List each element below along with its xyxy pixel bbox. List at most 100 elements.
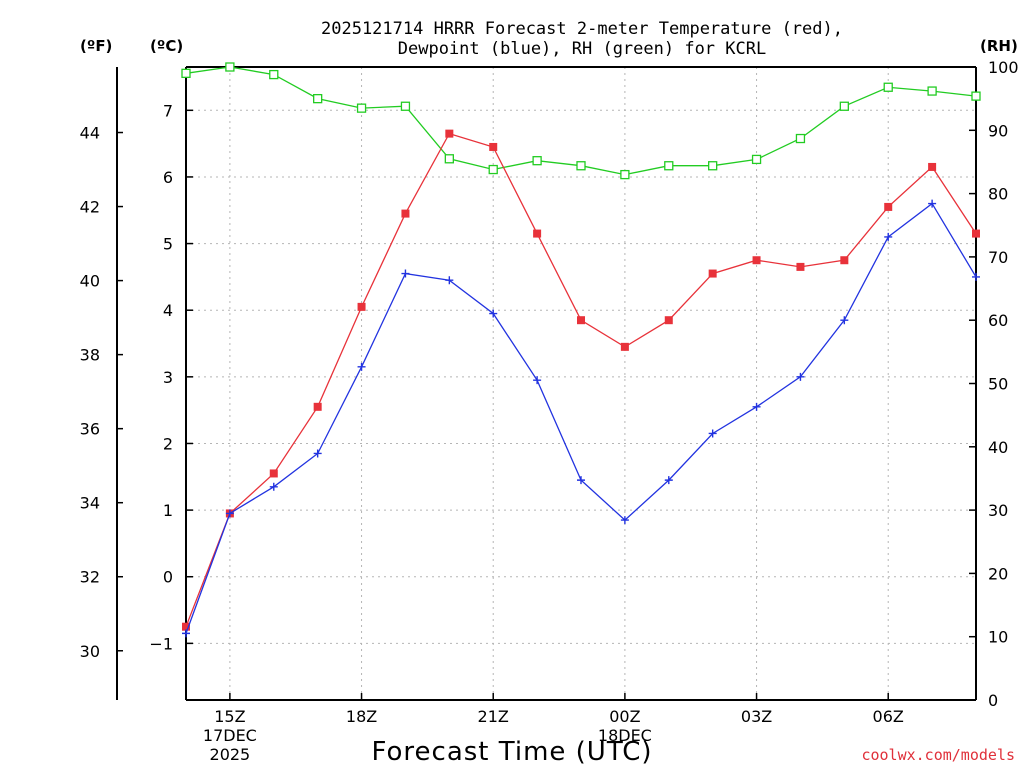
temperature-point (840, 256, 849, 265)
rh-point (795, 133, 806, 144)
rh-point (751, 154, 762, 165)
rh-tick-label: 20 (988, 564, 1008, 583)
temperature-point (884, 202, 893, 211)
temperature-point (752, 256, 761, 265)
rh-tick-label: 0 (988, 691, 998, 710)
dewpoint-point (708, 429, 717, 438)
rh-point (400, 101, 411, 111)
dewpoint-point (664, 476, 673, 485)
c-tick-label: −1 (149, 634, 173, 653)
c-tick-label: 5 (163, 235, 173, 254)
c-tick-label: 0 (163, 568, 173, 587)
temperature-point (313, 402, 322, 411)
axes (116, 66, 977, 701)
tick-labels: 3032343638404244−10123456701020304050607… (80, 58, 1019, 764)
f-tick-label: 32 (80, 568, 100, 587)
dewpoint-point (225, 509, 234, 518)
f-tick-label: 40 (80, 272, 100, 291)
rh-point (839, 101, 849, 111)
dewpoint-point (445, 276, 454, 285)
temperature-point (796, 262, 805, 271)
dewpoint-point (313, 449, 322, 458)
x-tick-label: 15Z (214, 707, 245, 726)
dewpoint-point (972, 272, 980, 281)
rh-tick-label: 80 (988, 185, 1008, 204)
x-tick-label: 06Z (873, 707, 904, 726)
c-tick-label: 7 (163, 101, 173, 120)
rh-tick-label: 90 (988, 121, 1008, 140)
rh-tick-label: 60 (988, 311, 1008, 330)
dewpoint-point (357, 362, 366, 371)
temperature-point (928, 162, 937, 171)
temperature-point (972, 229, 980, 238)
chart-title-line2: Dewpoint (blue), RH (green) for KCRL (398, 39, 766, 59)
temperature-point (708, 269, 717, 278)
credit-text: coolwx.com/models (861, 746, 1015, 764)
data-series (181, 62, 981, 638)
rh-point (883, 82, 893, 92)
rh-point (620, 169, 630, 180)
f-tick-label: 36 (80, 420, 100, 439)
x-tick-label: 03Z (741, 707, 772, 726)
x-date-label: 18DEC (598, 726, 652, 745)
dewpoint-point (752, 402, 761, 411)
rh-line (185, 66, 977, 176)
temperature-point (357, 302, 366, 311)
temperature-point (489, 142, 498, 151)
rh-point (664, 161, 674, 171)
f-tick-label: 44 (80, 124, 100, 143)
temperature-point (620, 342, 629, 351)
rh-point (488, 164, 498, 175)
temperature-point (445, 129, 454, 138)
x-date-label: 17DEC (203, 726, 257, 745)
rh-point (181, 68, 191, 78)
dewpoint-point (401, 269, 410, 278)
f-tick-label: 42 (80, 198, 100, 217)
c-tick-label: 3 (163, 368, 173, 387)
c-tick-label: 1 (163, 501, 173, 520)
rh-point (313, 94, 323, 104)
fahrenheit-unit-label: (ºF) (80, 37, 112, 55)
rh-point (444, 154, 454, 164)
f-tick-label: 34 (80, 494, 100, 513)
c-tick-label: 4 (163, 301, 173, 320)
rh-point (927, 86, 937, 96)
dewpoint-line (185, 202, 977, 634)
temperature-line (185, 132, 977, 627)
rh-point (225, 62, 235, 72)
rh-point (576, 161, 586, 171)
f-tick-label: 38 (80, 346, 100, 365)
dewpoint-point (796, 372, 805, 381)
x-year-label: 2025 (210, 745, 251, 764)
dewpoint-point (533, 376, 542, 385)
temperature-point (269, 469, 278, 478)
c-tick-label: 6 (163, 168, 173, 187)
rh-tick-label: 10 (988, 628, 1008, 647)
dewpoint-point (840, 316, 849, 325)
chart-title-line1: 2025121714 HRRR Forecast 2-meter Tempera… (321, 19, 843, 39)
dewpoint-point (577, 476, 585, 485)
c-tick-label: 2 (163, 434, 173, 453)
dewpoint-point (182, 629, 190, 638)
dewpoint-point (928, 199, 937, 208)
f-tick-label: 30 (80, 642, 100, 661)
x-tick-label: 18Z (346, 707, 377, 726)
rh-tick-label: 100 (988, 58, 1019, 77)
rh-tick-label: 70 (988, 248, 1008, 267)
temperature-point (533, 229, 542, 238)
dewpoint-point (269, 482, 278, 491)
x-axis-label: Forecast Time (UTC) (371, 737, 652, 767)
x-tick-label: 00Z (609, 707, 640, 726)
dewpoint-point (620, 516, 629, 525)
rh-point (971, 91, 981, 101)
dewpoint-point (489, 309, 498, 318)
dewpoint-point (884, 232, 893, 241)
rh-tick-label: 50 (988, 375, 1008, 394)
rh-point (708, 161, 718, 171)
temperature-point (401, 209, 410, 218)
temperature-point (577, 316, 585, 325)
rh-unit-label: (RH) (980, 37, 1018, 55)
rh-point (356, 103, 367, 113)
x-tick-label: 21Z (478, 707, 509, 726)
